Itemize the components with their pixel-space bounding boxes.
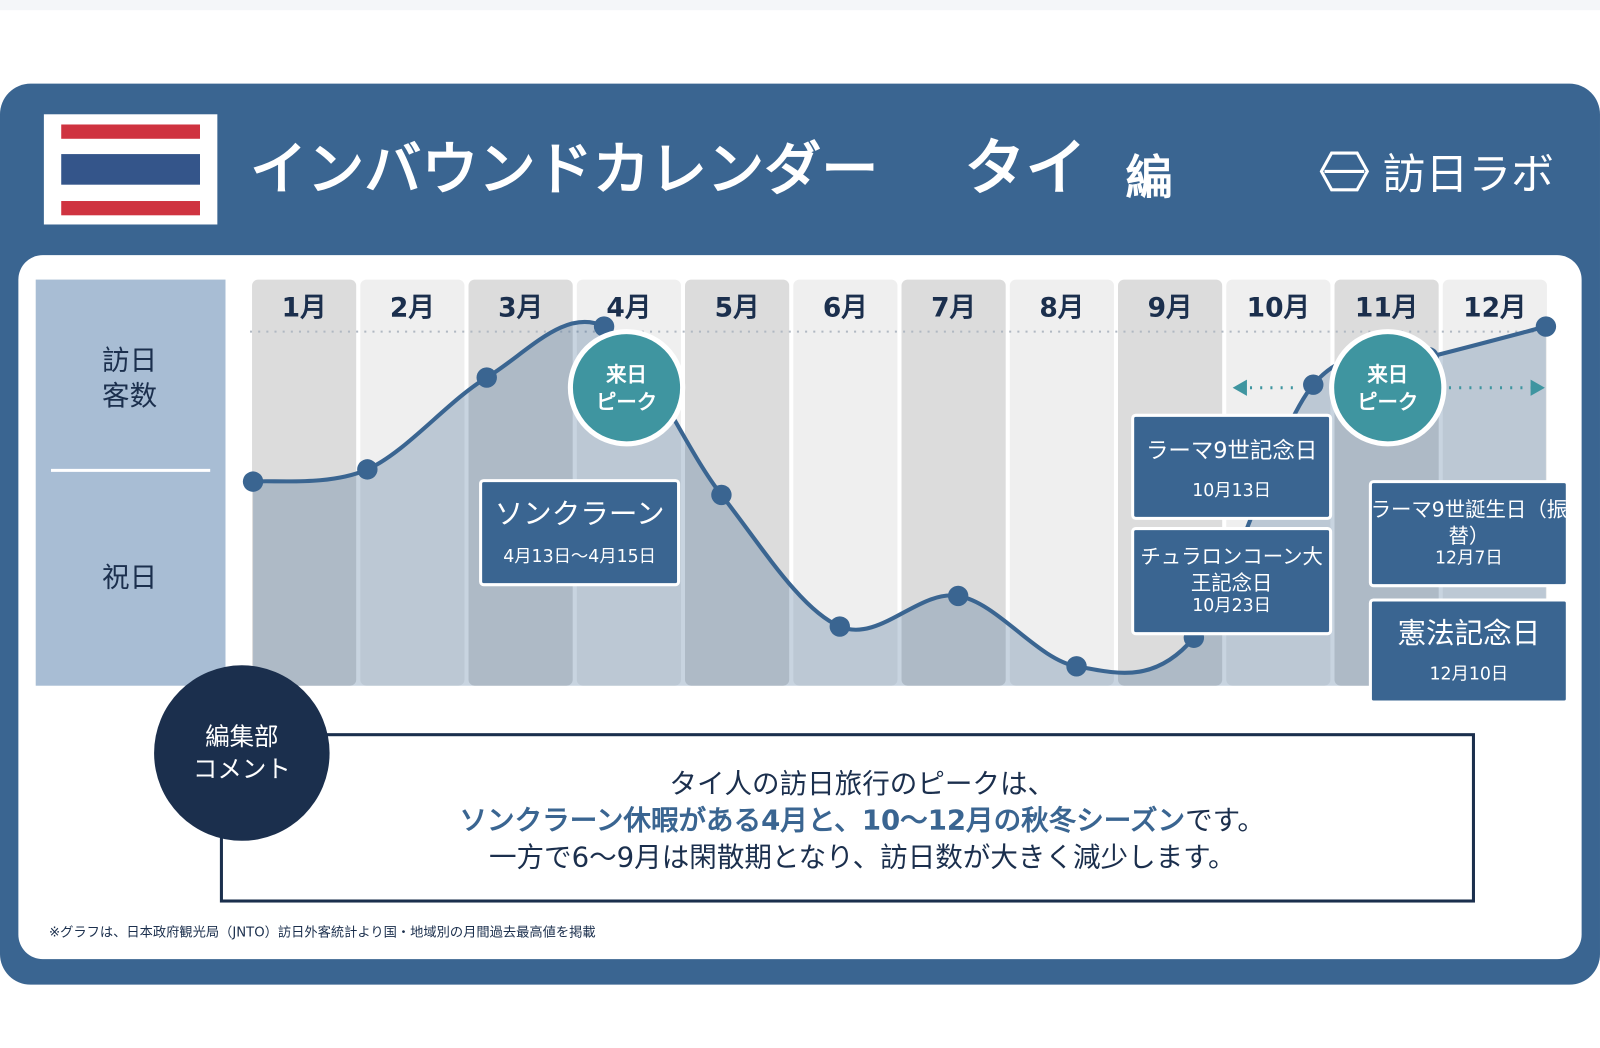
holiday-date: 4月13日～4月15日 [503,547,656,567]
holiday-box [479,479,681,587]
peak-badge [1329,329,1447,447]
month-label: 2月 [390,292,435,323]
month-label: 11月 [1355,292,1418,323]
month-column [901,279,1006,686]
logo-icon [1319,151,1370,192]
curve-dot [1303,374,1324,395]
holiday-name: 憲法記念日 [1397,616,1540,650]
comment-badge [154,665,330,841]
peak-text: 来日 [605,363,647,387]
month-label: 5月 [715,292,760,323]
flag-stripe [61,124,200,139]
month-label: 8月 [1039,292,1084,323]
month-label: 4月 [606,292,651,323]
peak-badge [567,329,686,447]
comment-box [219,733,1475,903]
holiday-date: 10月13日 [1192,481,1271,501]
comment-text: タイ人の訪日旅行のピークは、 [669,768,1055,800]
month-column [685,279,790,686]
badge-text: コメント [193,755,291,784]
month-label: 7月 [931,292,976,323]
curve-dot [593,316,615,337]
title: インバウンドカレンダー [250,137,878,203]
holiday-name: 替） [1448,524,1489,548]
badge-text: 編集部 [205,722,278,751]
holiday-name: ラーマ9世誕生日（振 [1371,497,1568,521]
row-label: 客数 [102,380,157,412]
curve-dot [829,616,850,637]
month-label: 1月 [282,292,327,323]
row-label-column [35,279,226,686]
row-label: 祝日 [102,562,157,594]
curve-dot [711,484,732,506]
logo: 訪日ラボ [1383,150,1554,200]
month-column [793,279,898,686]
peak-text: 来日 [1366,363,1408,387]
month-column [360,279,465,686]
peak-text: ピーク [596,390,657,414]
arrow-head [1232,379,1247,396]
peak-text: ピーク [1357,390,1418,414]
month-label: 3月 [498,292,543,323]
holiday-box [1368,480,1569,588]
footnote: ※グラフは、日本政府観光局（JNTO）訪日外客統計より国・地域別の月間過去最高値… [49,924,596,941]
curve-dot [476,367,497,388]
holiday-name: ラーマ9世記念日 [1146,438,1317,464]
holiday-date: 10月23日 [1192,596,1271,616]
curve-dot [357,459,378,480]
top-strip [0,0,1600,11]
month-label: 12月 [1463,292,1526,323]
suffix: 編 [1126,151,1173,206]
flag-stripe [61,154,200,185]
holiday-date: 12月10日 [1429,665,1508,685]
holiday-name: ソンクラーン [495,496,665,530]
comment-text: 一方で6～9月は閑散期となり、訪日数が大きく減少します。 [489,841,1236,873]
month-label: 6月 [823,292,868,323]
month-column [1009,279,1114,686]
holiday-name: 王記念日 [1191,571,1273,595]
flag-stripe [61,201,200,216]
text: です。 [1185,805,1265,837]
holiday-box [1131,413,1333,520]
country: タイ [964,133,1086,204]
highlight: ソンクラーン休暇がある4月と、10～12月の秋冬シーズン [460,805,1186,837]
holiday-name: チュラロンコーン大 [1140,544,1323,568]
curve-dot [947,585,969,607]
curve-dot [1535,316,1557,337]
holiday-box [1368,598,1569,704]
arrow-head [1530,379,1545,396]
month-label: 9月 [1148,292,1193,323]
curve-dot [1066,656,1087,677]
curve-dot [242,471,264,492]
comment-text: ソンクラーン休暇がある4月と、10～12月の秋冬シーズンです。 [460,805,1265,837]
holiday-box [1131,527,1333,636]
row-label: 訪日 [102,344,157,376]
holiday-date: 12月7日 [1435,548,1503,568]
month-label: 10月 [1247,292,1310,323]
